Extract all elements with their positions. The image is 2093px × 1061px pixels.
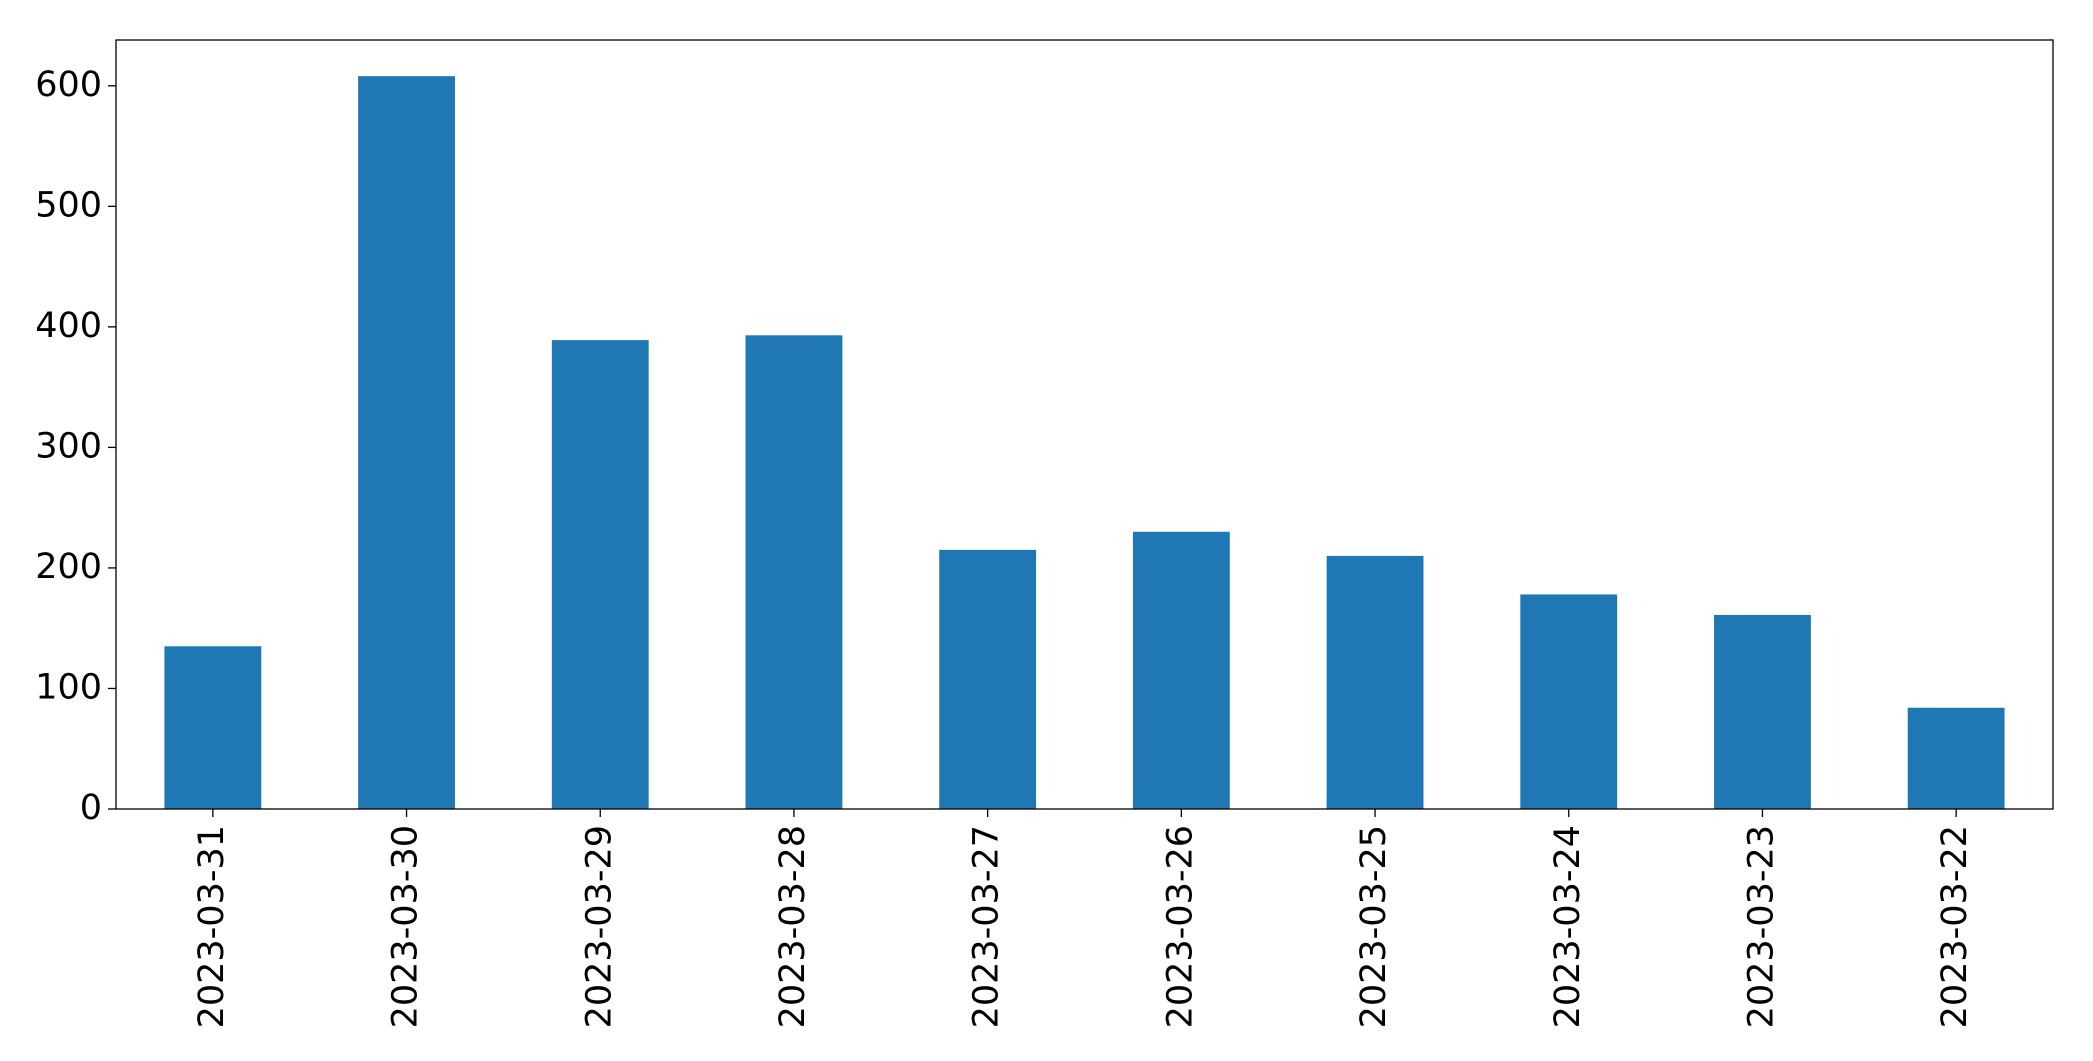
x-tick-label: 2023-03-25 bbox=[1354, 825, 1394, 1028]
y-tick-label: 100 bbox=[35, 667, 102, 707]
bar bbox=[1907, 707, 2005, 809]
y-tick-label: 200 bbox=[35, 547, 102, 587]
x-tick-label: 2023-03-22 bbox=[1935, 825, 1975, 1028]
bar bbox=[939, 549, 1037, 809]
x-tick-label: 2023-03-27 bbox=[967, 825, 1007, 1028]
x-tick-label: 2023-03-30 bbox=[386, 825, 426, 1028]
bar bbox=[358, 76, 455, 810]
y-tick-label: 500 bbox=[35, 185, 102, 225]
bar bbox=[1326, 555, 1424, 809]
y-tick-label: 600 bbox=[35, 65, 102, 105]
bar bbox=[1132, 531, 1230, 809]
bar bbox=[551, 340, 649, 809]
y-tick-label: 0 bbox=[80, 788, 102, 828]
bar bbox=[1520, 594, 1618, 809]
y-tick-label: 300 bbox=[35, 426, 102, 466]
x-tick-label: 2023-03-31 bbox=[192, 825, 232, 1028]
bar bbox=[1714, 614, 1811, 809]
plot-frame bbox=[115, 39, 2054, 810]
x-tick-label: 2023-03-23 bbox=[1741, 825, 1781, 1028]
x-tick-label: 2023-03-26 bbox=[1160, 825, 1200, 1028]
y-tick-label: 400 bbox=[35, 306, 102, 346]
bar bbox=[745, 335, 843, 809]
x-tick-label: 2023-03-28 bbox=[773, 825, 813, 1028]
bar bbox=[164, 646, 262, 809]
x-tick-label: 2023-03-24 bbox=[1548, 825, 1588, 1028]
x-tick-label: 2023-03-29 bbox=[579, 825, 619, 1028]
